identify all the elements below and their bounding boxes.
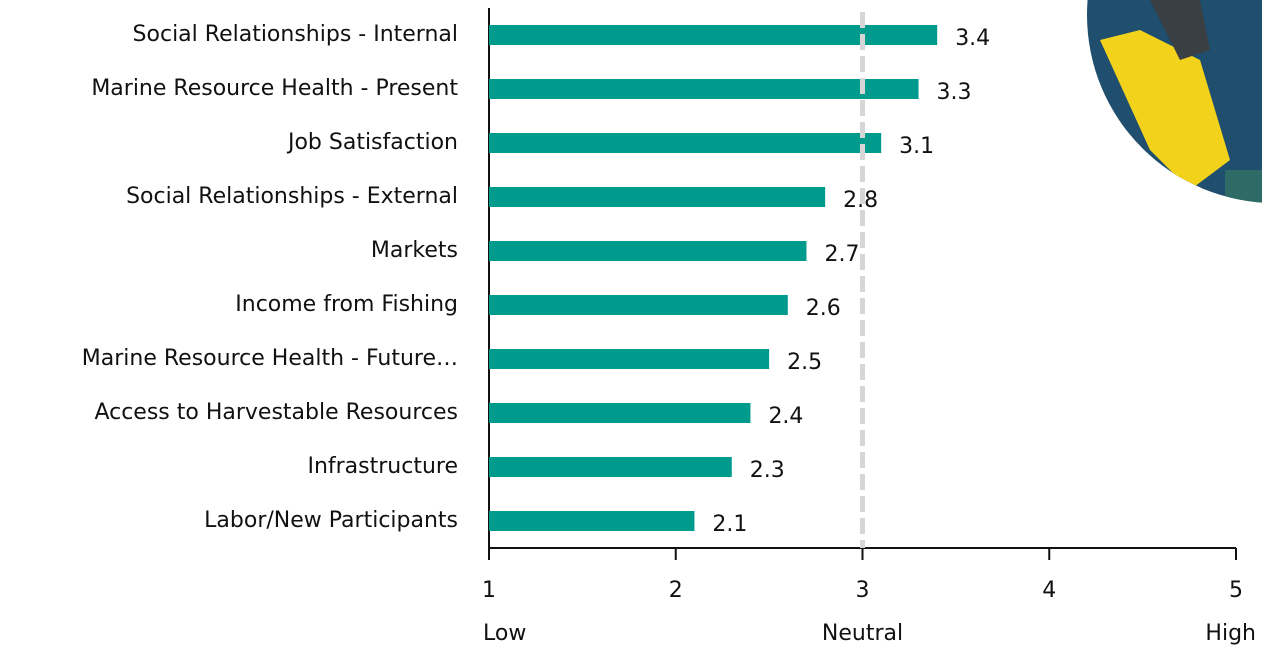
bar bbox=[489, 511, 695, 531]
category-label: Access to Harvestable Resources bbox=[94, 400, 458, 425]
category-label: Labor/New Participants bbox=[204, 508, 458, 533]
scale-label: High bbox=[1205, 621, 1256, 646]
bar bbox=[489, 79, 919, 99]
scale-label: Neutral bbox=[822, 621, 903, 646]
bar bbox=[489, 241, 807, 261]
value-label: 3.1 bbox=[899, 134, 934, 159]
value-label: 2.6 bbox=[806, 296, 841, 321]
bar bbox=[489, 187, 826, 207]
bar bbox=[489, 133, 882, 153]
category-label: Infrastructure bbox=[307, 454, 458, 479]
bar bbox=[489, 403, 751, 423]
category-label: Income from Fishing bbox=[235, 292, 458, 317]
value-label: 2.5 bbox=[787, 350, 822, 375]
bar bbox=[489, 295, 788, 315]
value-label: 2.1 bbox=[712, 512, 747, 537]
category-label: Markets bbox=[371, 238, 458, 263]
category-label: Marine Resource Health - Future… bbox=[82, 346, 458, 371]
value-label: 2.7 bbox=[824, 242, 859, 267]
category-label: Job Satisfaction bbox=[286, 130, 458, 155]
category-label: Social Relationships - Internal bbox=[133, 22, 458, 47]
value-label: 3.4 bbox=[955, 26, 990, 51]
x-tick-label: 3 bbox=[856, 578, 870, 603]
value-label: 2.4 bbox=[768, 404, 803, 429]
x-tick-label: 1 bbox=[482, 578, 496, 603]
value-label: 2.3 bbox=[750, 458, 785, 483]
category-label: Marine Resource Health - Present bbox=[91, 76, 458, 101]
value-label: 3.3 bbox=[937, 80, 972, 105]
scale-label: Low bbox=[483, 621, 526, 646]
bar bbox=[489, 25, 938, 45]
bar bbox=[489, 349, 770, 369]
x-tick-label: 2 bbox=[669, 578, 683, 603]
bar bbox=[489, 457, 732, 477]
value-label: 2.8 bbox=[843, 188, 878, 213]
photo bbox=[1087, 0, 1262, 203]
x-tick-label: 4 bbox=[1042, 578, 1056, 603]
category-label: Social Relationships - External bbox=[126, 184, 458, 209]
x-tick-label: 5 bbox=[1229, 578, 1243, 603]
